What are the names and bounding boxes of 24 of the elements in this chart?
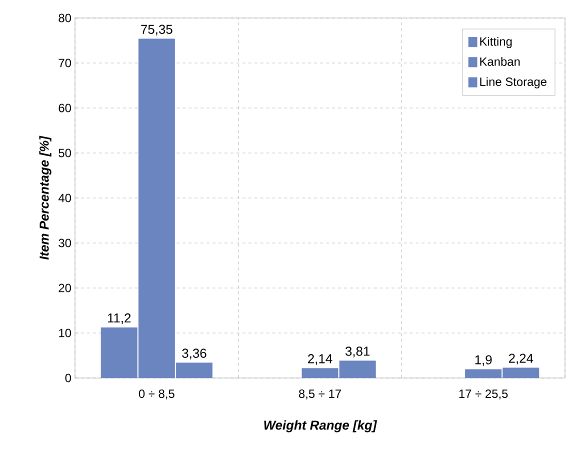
legend-label: Kanban (480, 57, 520, 66)
data-label: 11,2 (108, 313, 131, 324)
y-tick-label: 20 (58, 284, 72, 292)
legend-label: Line Storage (480, 77, 546, 88)
y-tick-label: 60 (58, 104, 72, 112)
legend-label: Kitting (480, 36, 512, 48)
x-tick-label: 8,5 ÷ 17 (298, 390, 341, 400)
y-tick-label: 50 (58, 148, 72, 158)
x-tick-label: 17 ÷ 25,5 (459, 390, 508, 400)
y-tick-label: 10 (59, 328, 72, 338)
y-tick-label: 0 (65, 374, 72, 382)
y-tick-label: 40 (58, 194, 72, 202)
data-label: 75,35 (141, 24, 172, 36)
x-axis-title: Weight Range [kg] (264, 420, 378, 432)
y-tick-label: 80 (58, 14, 72, 22)
data-label: 3,36 (182, 348, 206, 360)
y-tick-label: 30 (58, 238, 72, 248)
y-axis-title: Item Percentage [%] (39, 136, 52, 260)
x-tick-label: 0 ÷ 8,5 (138, 390, 174, 400)
data-label: 3,81 (345, 346, 370, 358)
data-label: 2,24 (508, 354, 534, 364)
data-label: 2,14 (308, 354, 332, 365)
data-label: 1,9 (475, 355, 492, 366)
y-tick-label: 70 (58, 58, 72, 68)
